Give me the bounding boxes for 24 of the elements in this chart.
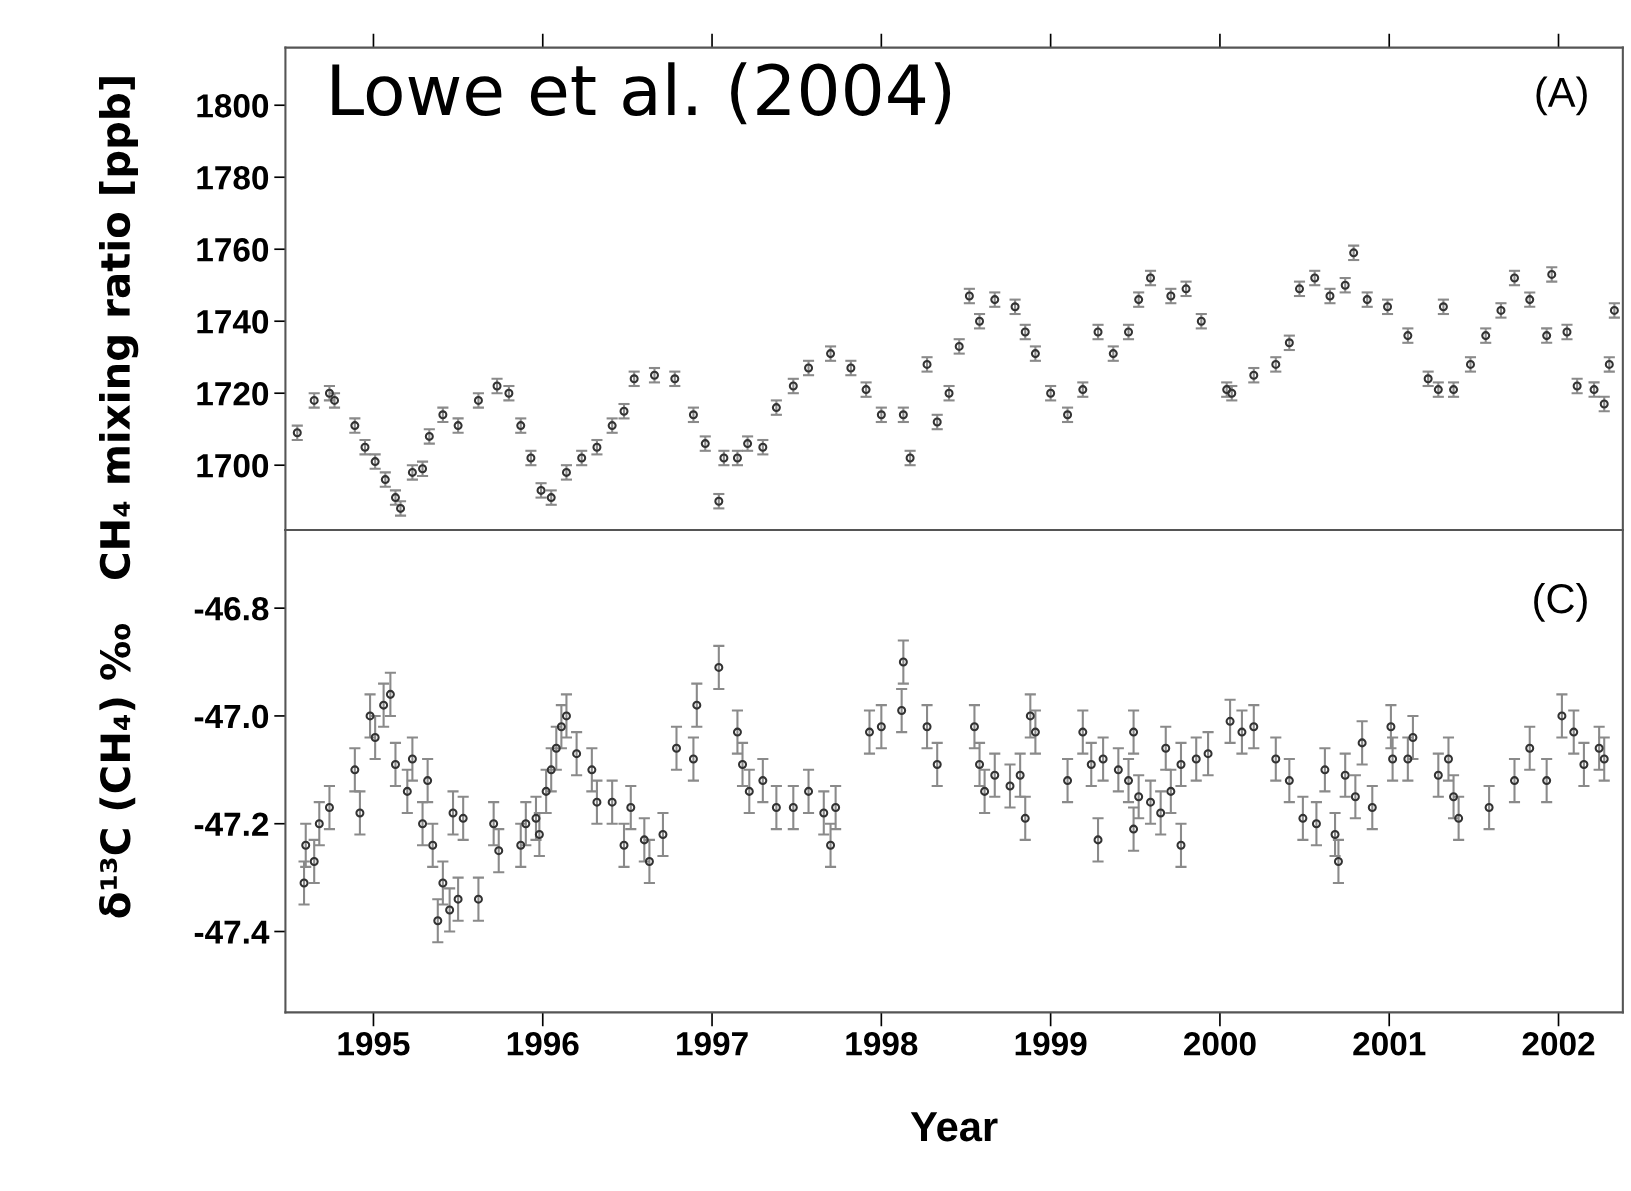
y-axis-title: δ¹³C (CH₄) ‰: [99, 623, 136, 918]
x-tick-label: 1999: [1015, 1031, 1087, 1056]
annotation: (A): [1536, 76, 1587, 116]
x-axis-title: Year: [910, 1112, 998, 1142]
x-tick-label: 2000: [1184, 1031, 1256, 1056]
annotation: (C): [1534, 582, 1587, 622]
x-tick-label: 1996: [507, 1031, 579, 1056]
y-tick-label: -47.2: [194, 812, 269, 836]
y-tick-label: 1760: [197, 238, 269, 262]
y-tick-label: -47.4: [194, 920, 270, 944]
y-tick-label: 1720: [197, 382, 269, 406]
y-tick-label: 1800: [197, 94, 269, 118]
x-tick-label: 1998: [846, 1031, 918, 1056]
x-tick-label: 1995: [338, 1031, 410, 1056]
y-tick-label: 1780: [197, 166, 269, 190]
x-tick-label: 2002: [1522, 1031, 1595, 1056]
annotation: Lowe et al. (2004): [332, 62, 951, 125]
y-tick-label: 1740: [197, 310, 269, 334]
x-tick-label: 2001: [1353, 1031, 1426, 1056]
y-axis-title: CH₄ mixing ratio [ppb]: [99, 77, 139, 579]
y-tick-label: 1700: [197, 454, 269, 478]
y-tick-label: -46.8: [194, 596, 269, 621]
x-tick-label: 1997: [677, 1031, 748, 1056]
y-tick-label: -47.0: [194, 704, 269, 729]
